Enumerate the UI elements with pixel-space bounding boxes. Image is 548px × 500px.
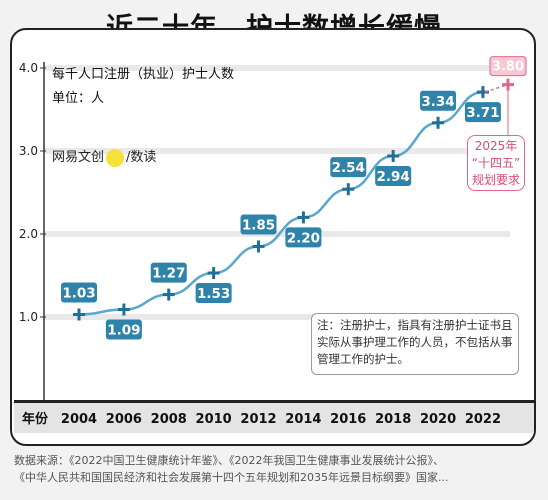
source-text: 数据来源：《2022中国卫生健康统计年鉴》、《2022年我国卫生健康事业发展统计… [14,452,544,486]
data-label-bg [150,262,187,283]
x-tick-label: 2018 [375,412,411,427]
data-label-bg [375,165,412,186]
watermark-right: /数读 [126,150,157,165]
data-label-bg [105,319,142,340]
marker-h [117,308,130,312]
x-axis-band [14,403,534,433]
marker-h [207,271,220,275]
x-tick-label: 2014 [285,412,321,427]
watermark-left: 网易文创 [52,150,105,165]
x-tick-label: 2016 [330,412,366,427]
gridline [44,148,510,154]
data-point [476,86,489,99]
x-tick-label: 2012 [240,412,276,427]
marker-h [476,90,489,94]
series-line [78,90,484,316]
marker-h [73,313,85,317]
netease-logo [106,148,125,167]
data-label: 3.71 [466,105,499,121]
note-box: 注：注册护士，指具有注册护士证书且实际从事护理工作的人员，不包括从事管理工作的护… [311,313,519,375]
marker-h [342,187,355,191]
data-label-bg [285,227,322,248]
marker-h [432,121,445,125]
y-tick-label: 4.0 [19,61,38,75]
target-box: 2025年 “十四五” 规划要求 [467,135,525,191]
x-tick-label: 2020 [420,412,456,427]
target-label-bg [489,56,527,77]
x-tick-label: 2022 [465,412,501,427]
data-label: 1.27 [152,266,185,282]
data-point [73,308,85,321]
target-year: 2025年 [474,139,518,153]
x-tick-label: 2008 [151,412,187,427]
target-desc: 规划要求 [471,173,520,187]
data-label: 1.09 [107,323,140,339]
gridline [44,65,510,71]
data-point [297,211,310,224]
x-axis-title: 年份 [22,411,49,427]
data-point [432,116,445,129]
data-point [117,303,130,316]
data-label: 2.54 [332,160,365,176]
target-label: 3.80 [492,60,524,75]
data-label: 1.85 [242,217,275,233]
y-tick-label: 3.0 [19,144,38,158]
data-label-bg [420,90,457,111]
data-label: 1.03 [62,286,95,302]
marker-h [297,215,310,219]
data-label: 3.34 [421,94,454,110]
chart-subtitle: 每千人口注册（执业）护士人数 [52,67,235,82]
watermark: 网易文创/数读 [52,146,156,167]
data-point [342,183,355,196]
data-point [162,288,175,301]
x-tick-label: 2010 [196,412,232,427]
target-marker-h [502,83,514,87]
data-label: 2.20 [287,230,320,246]
target-plan: “十四五” [471,156,521,170]
marker-h [387,154,400,158]
chart-unit: 单位：人 [52,91,105,106]
data-label-bg [61,282,97,303]
source-line-1: 数据来源：《2022中国卫生健康统计年鉴》、《2022年我国卫生健康事业发展统计… [14,454,444,467]
marker-h [162,293,175,297]
marker-h [252,244,265,248]
data-label-bg [330,157,367,178]
data-point [387,149,400,162]
source-line-2: 《中华人民共和国国民经济和社会发展第十四个五年规划和2035年远景目标纲要》国家… [14,471,449,484]
data-label: 1.53 [197,286,230,302]
y-tick-label: 1.0 [19,310,38,324]
x-axis [14,400,534,403]
data-label-bg [195,283,232,304]
data-point [252,240,265,253]
y-tick-label: 2.0 [19,227,38,241]
data-label-bg [240,214,277,235]
x-tick-label: 2004 [61,412,97,427]
gridline [44,231,510,237]
data-point [207,267,220,280]
data-label-bg [464,102,501,123]
data-label: 2.94 [377,169,410,185]
gridline [44,314,510,320]
x-tick-label: 2006 [106,412,142,427]
